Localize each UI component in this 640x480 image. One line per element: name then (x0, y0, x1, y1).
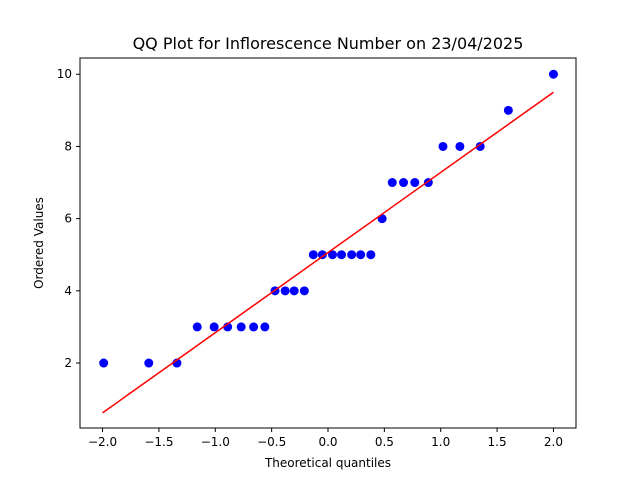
x-tick-label: 0.0 (318, 435, 337, 449)
y-tick-label: 4 (64, 284, 72, 298)
data-point (260, 322, 270, 332)
y-tick-label: 8 (64, 139, 72, 153)
data-point (299, 286, 309, 296)
data-point (438, 141, 448, 151)
x-tick-label: −1.5 (144, 435, 173, 449)
plot-area (99, 69, 558, 414)
data-point (410, 178, 420, 188)
data-point (399, 178, 409, 188)
data-point (280, 286, 290, 296)
data-point (236, 322, 246, 332)
x-tick-label: 1.5 (488, 435, 507, 449)
data-point (99, 358, 109, 368)
data-point (503, 105, 513, 115)
data-point (308, 250, 318, 260)
data-point (366, 250, 376, 260)
x-axis-label: Theoretical quantiles (264, 456, 391, 470)
x-tick-label: −0.5 (257, 435, 286, 449)
data-point (475, 141, 485, 151)
x-tick-label: 0.5 (375, 435, 394, 449)
data-point (455, 141, 465, 151)
data-point (317, 250, 327, 260)
data-point (548, 69, 558, 79)
y-tick-label: 10 (57, 67, 72, 81)
data-point (249, 322, 259, 332)
data-point (144, 358, 154, 368)
y-tick-label: 6 (64, 212, 72, 226)
data-point (337, 250, 347, 260)
axes-frame (79, 57, 577, 429)
data-point (192, 322, 202, 332)
y-axis: 2 4 6 8 10 (57, 67, 80, 370)
x-axis: −2.0 −1.5 −1.0 −0.5 0.0 0.5 1.0 1.5 2.0 (88, 428, 563, 449)
x-tick-label: 2.0 (544, 435, 563, 449)
y-axis-label: Ordered Values (32, 197, 46, 289)
data-point (387, 178, 397, 188)
data-point (356, 250, 366, 260)
y-tick-label: 2 (64, 356, 72, 370)
data-point (289, 286, 299, 296)
data-point (209, 322, 219, 332)
data-point (347, 250, 357, 260)
chart-title: QQ Plot for Inflorescence Number on 23/0… (133, 34, 524, 53)
x-tick-label: −2.0 (88, 435, 117, 449)
data-point (328, 250, 338, 260)
x-tick-label: 1.0 (431, 435, 450, 449)
x-tick-label: −1.0 (201, 435, 230, 449)
fit-line (102, 91, 554, 414)
